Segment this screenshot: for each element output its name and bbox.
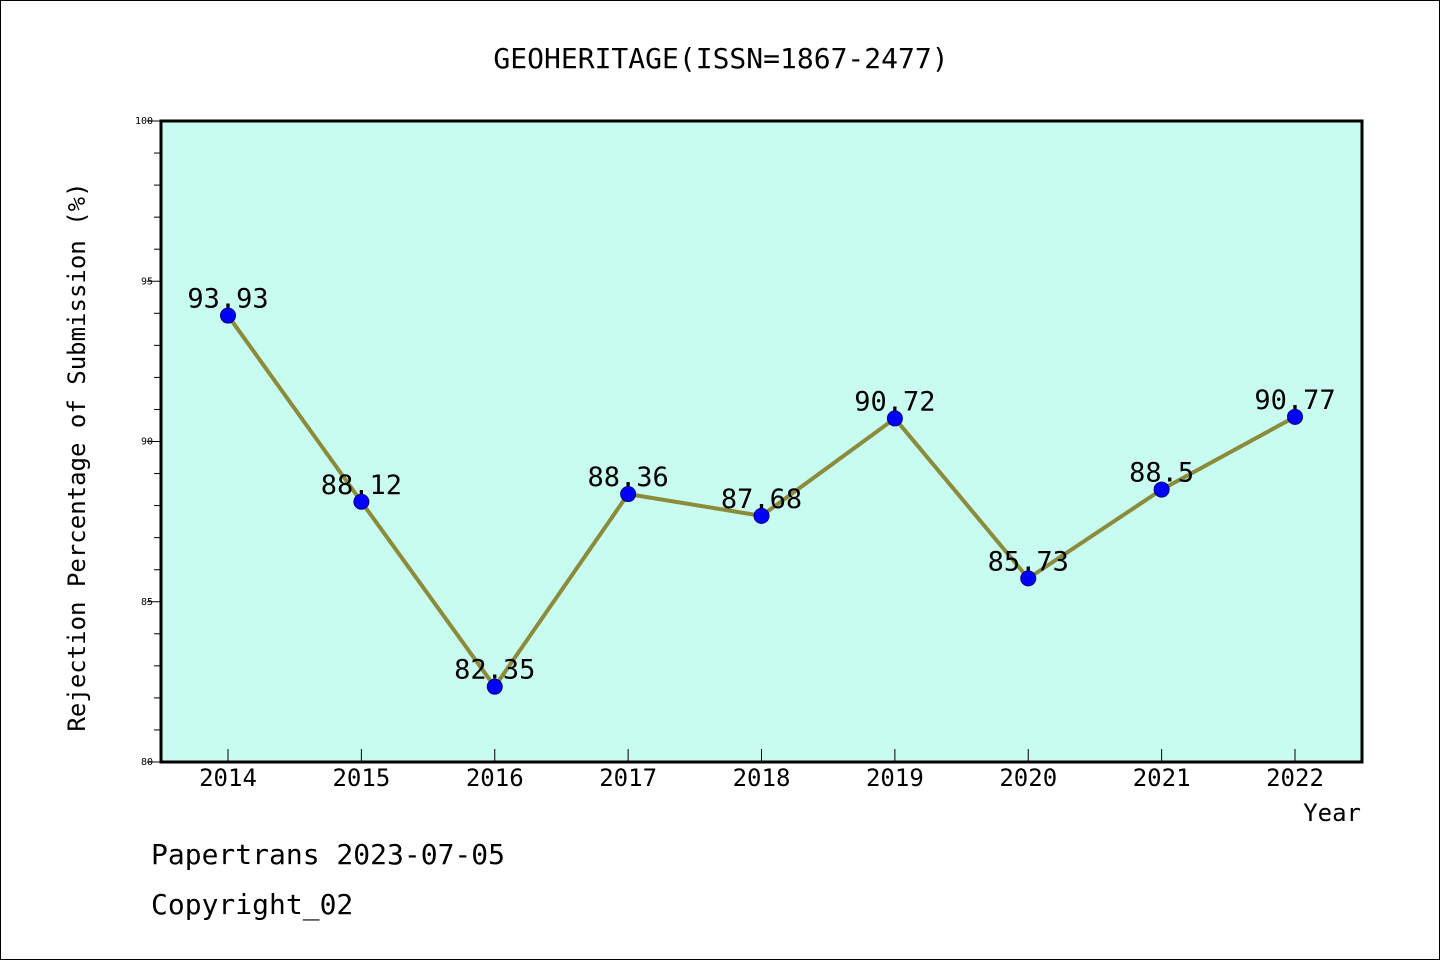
x-tick-label: 2017 — [599, 764, 657, 792]
footer-date: Papertrans 2023-07-05 — [151, 838, 505, 871]
data-point — [620, 486, 637, 503]
plot-area — [159, 119, 1364, 764]
data-label: 88.5 — [1129, 458, 1194, 489]
x-tick-label: 2018 — [733, 764, 791, 792]
data-label: 90.77 — [1254, 385, 1335, 416]
y-tick-label: 85 — [141, 597, 153, 608]
data-point — [353, 493, 370, 510]
x-axis: 2014 2015 2016 2017 2018 2019 2020 2021 2022 — [199, 749, 1324, 792]
y-tick-label: 80 — [141, 757, 153, 768]
data-label: 93.93 — [187, 284, 268, 315]
x-tick-label: 2020 — [999, 764, 1057, 792]
data-label: 82.35 — [454, 655, 535, 686]
y-axis: 80 85 90 95 100 — [135, 116, 161, 768]
y-tick-label: 100 — [135, 116, 153, 127]
data-point — [753, 507, 770, 524]
footer-copyright: Copyright_02 — [151, 888, 353, 922]
x-tick-label: 2015 — [332, 764, 390, 792]
data-label: 88.36 — [587, 462, 668, 493]
data-point — [1287, 408, 1303, 425]
chart-title: GEOHERITAGE(ISSN=1867-2477) — [493, 42, 948, 75]
x-tick-label: 2016 — [466, 764, 524, 792]
x-tick-label: 2014 — [199, 764, 257, 792]
data-label: 87.68 — [721, 484, 802, 515]
y-axis-label: Rejection Percentage of Submission (%) — [63, 182, 91, 731]
data-point — [886, 410, 903, 427]
x-tick-label: 2022 — [1266, 764, 1324, 792]
data-point — [1020, 570, 1037, 587]
data-point — [1153, 481, 1170, 498]
y-tick-label: 95 — [141, 276, 153, 287]
y-tick-label: 90 — [141, 437, 153, 448]
x-tick-label: 2021 — [1133, 764, 1191, 792]
data-label: 90.72 — [854, 386, 935, 417]
x-tick-label: 2019 — [866, 764, 924, 792]
series-layer: 93.93 88.12 82.35 88.36 87.68 90.72 85.73 88.5 9… — [187, 284, 1336, 695]
data-point — [486, 678, 503, 695]
x-axis-label: Year — [1303, 799, 1361, 827]
data-label: 85.73 — [988, 546, 1069, 577]
data-point — [220, 307, 236, 324]
data-label: 88.12 — [321, 470, 402, 501]
